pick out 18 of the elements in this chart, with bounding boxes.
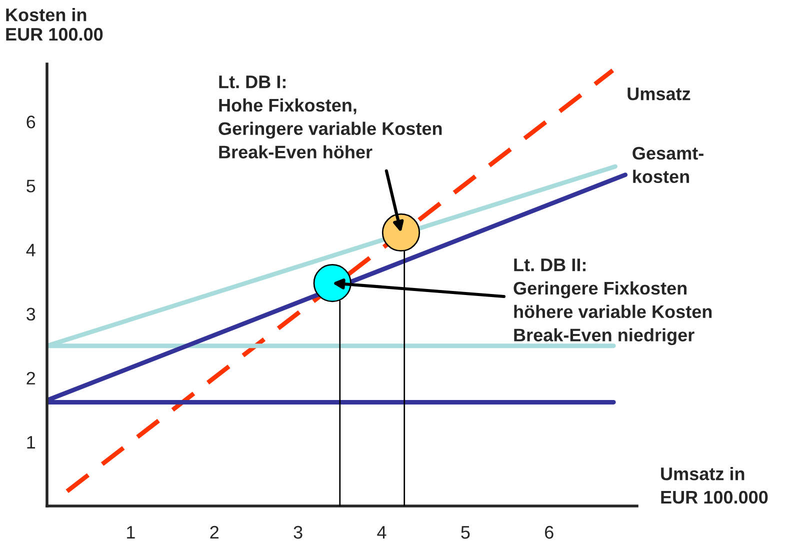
x-tick-label: 3 (294, 526, 302, 539)
annotation: Lt. DB I: Hohe Fixkosten, Geringere variable Kosten Break-Even höher (218, 76, 442, 158)
x-tick-label: 1 (127, 526, 135, 539)
annotation: Gesamt- kosten (632, 146, 704, 184)
x-tick-label: 4 (377, 526, 386, 539)
series-label: Umsatz (628, 88, 690, 100)
annotation: Lt. DB II: Geringere Fixkosten höhere variable Kosten Break-Even niedriger (514, 258, 712, 346)
y-tick-label: 2 (26, 372, 35, 384)
y-tick-label: 6 (26, 116, 36, 128)
y-tick-label: 5 (26, 180, 36, 192)
x-tick-label: 5 (461, 526, 470, 539)
y-tick-label: 1 (27, 436, 36, 448)
x-tick-label: 6 (545, 526, 554, 539)
y-tick-label: 4 (26, 244, 36, 256)
y-tick-label: 3 (26, 308, 36, 321)
y-axis-title: Kosten in EUR 100.00 (6, 8, 103, 41)
x-tick-label: 2 (210, 526, 218, 539)
x-axis-title: Umsatz in EUR 100.000 (661, 467, 768, 504)
